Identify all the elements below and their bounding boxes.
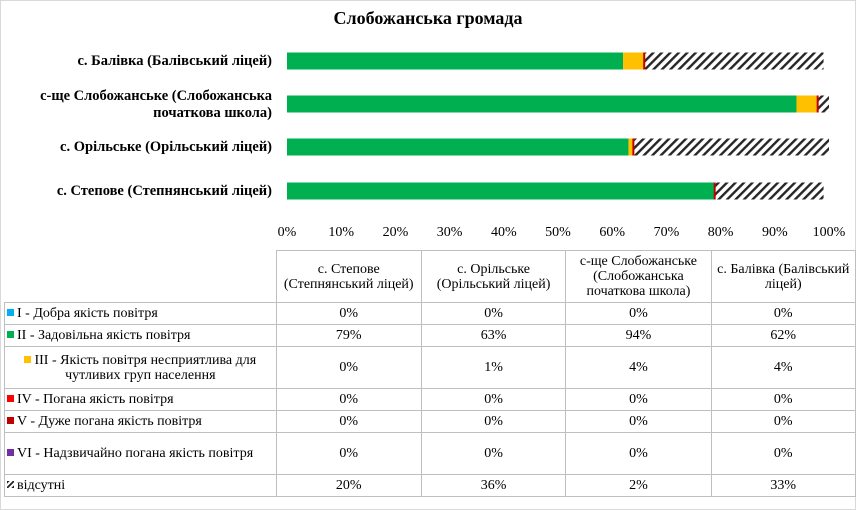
legend-entry: II - Задовільна якість повітря bbox=[4, 324, 277, 347]
table-cell: 0% bbox=[420, 388, 567, 411]
table-row: I - Добра якість повітря 0% 0% 0% 0% bbox=[4, 302, 856, 325]
table-column-header: с. Орільське (Орільський ліцей) bbox=[420, 250, 567, 303]
table-cell: 20% bbox=[275, 474, 422, 497]
legend-label: відсутні bbox=[17, 478, 66, 493]
table-column-header: с-ще Слобожанське (Слобожанська початков… bbox=[565, 250, 712, 303]
bar-segment-3-6 bbox=[715, 182, 824, 200]
table-column-header: с. Балівка (Балівський ліцей) bbox=[710, 250, 856, 303]
bar-segment-3-1 bbox=[287, 182, 716, 200]
table-cell: 0% bbox=[275, 410, 422, 433]
table-cell: 0% bbox=[275, 388, 422, 411]
bar-segment-1-6 bbox=[818, 95, 829, 113]
table-cell: 63% bbox=[420, 324, 567, 347]
bar-segment-1-2 bbox=[796, 95, 819, 113]
table-row: відсутні 20% 36% 2% 33% bbox=[4, 474, 856, 497]
table-cell: 79% bbox=[275, 324, 422, 347]
x-tick-label: 10% bbox=[328, 225, 354, 240]
bar-segment-2-1 bbox=[287, 138, 629, 156]
legend-entry: IV - Погана якість повітря bbox=[4, 388, 277, 411]
bar-segment-2-2 bbox=[628, 138, 634, 156]
category-label: с. Орільське (Орільський ліцей) bbox=[60, 139, 272, 155]
table-cell: 36% bbox=[420, 474, 567, 497]
table-cell: 0% bbox=[565, 388, 712, 411]
legend-entry: I - Добра якість повітря bbox=[4, 302, 277, 325]
table-cell: 4% bbox=[565, 346, 712, 389]
table-row: V - Дуже погана якість повітря 0% 0% 0% 0% bbox=[4, 410, 856, 433]
table-row: IV - Погана якість повітря 0% 0% 0% 0% bbox=[4, 388, 856, 411]
legend-label: VI - Надзвичайно погана якість повітря bbox=[17, 446, 254, 461]
x-tick-label: 80% bbox=[708, 225, 734, 240]
category-label: с-ще Слобожанське (Слобожанська початков… bbox=[40, 88, 272, 121]
data-table: с. Степове (Степнянський ліцей) с. Орільс… bbox=[4, 250, 856, 497]
legend-entry: відсутні bbox=[4, 474, 277, 497]
bar-segment-2-6 bbox=[633, 138, 829, 156]
bar-boundary-1 bbox=[816, 95, 819, 113]
x-tick-label: 0% bbox=[278, 225, 297, 240]
table-cell: 0% bbox=[710, 410, 856, 433]
table-corner bbox=[4, 250, 277, 303]
x-axis-ticks: 0% 10% 20% 30% 40% 50% 60% 70% 80% 90% 100% bbox=[278, 225, 846, 240]
legend-label: III - Якість повітря несприятлива для чу… bbox=[34, 352, 257, 383]
x-tick-label: 30% bbox=[437, 225, 463, 240]
bars-layer bbox=[287, 52, 829, 200]
table-cell: 94% bbox=[565, 324, 712, 347]
table-cell: 0% bbox=[275, 432, 422, 475]
legend-label: V - Дуже погана якість повітря bbox=[17, 414, 202, 429]
table-cell: 0% bbox=[565, 302, 712, 325]
legend-label: I - Добра якість повітря bbox=[17, 306, 158, 321]
table-cell: 4% bbox=[710, 346, 856, 389]
bar-segment-0-1 bbox=[287, 52, 624, 70]
legend-label: IV - Погана якість повітря bbox=[17, 392, 174, 407]
table-row: III - Якість повітря несприятлива для чу… bbox=[4, 346, 856, 389]
table-cell: 0% bbox=[710, 388, 856, 411]
legend-key bbox=[7, 481, 14, 488]
table-cell: 2% bbox=[565, 474, 712, 497]
table-cell: 1% bbox=[420, 346, 567, 389]
legend-key bbox=[7, 449, 14, 456]
bar-boundary-3 bbox=[713, 182, 716, 200]
table-cell: 0% bbox=[710, 432, 856, 475]
legend-key bbox=[7, 395, 14, 402]
x-tick-label: 20% bbox=[383, 225, 409, 240]
table-cell: 0% bbox=[420, 432, 567, 475]
legend-key bbox=[7, 331, 14, 338]
x-tick-label: 70% bbox=[654, 225, 680, 240]
legend-key bbox=[7, 417, 14, 424]
plot-area: 0% 10% 20% 30% 40% 50% 60% 70% 80% 90% 100% bbox=[278, 52, 846, 240]
legend-label: II - Задовільна якість повітря bbox=[17, 328, 191, 343]
bar-boundary-2 bbox=[632, 138, 635, 156]
legend-entry: VI - Надзвичайно погана якість повітря bbox=[4, 432, 277, 475]
legend-key bbox=[24, 355, 32, 363]
x-tick-label: 40% bbox=[491, 225, 517, 240]
table-cell: 62% bbox=[710, 324, 856, 347]
table-cell: 0% bbox=[420, 410, 567, 433]
legend-entry: V - Дуже погана якість повітря bbox=[4, 410, 277, 433]
table-row: VI - Надзвичайно погана якість повітря 0%… bbox=[4, 432, 856, 475]
table-cell: 0% bbox=[565, 410, 712, 433]
table-cell: 0% bbox=[275, 302, 422, 325]
bar-segment-0-6 bbox=[644, 52, 824, 70]
table-cell: 33% bbox=[710, 474, 856, 497]
bar-segment-1-1 bbox=[287, 95, 797, 113]
table-cell: 0% bbox=[710, 302, 856, 325]
table-column-header: с. Степове (Степнянський ліцей) bbox=[275, 250, 422, 303]
x-tick-label: 60% bbox=[599, 225, 625, 240]
table-row: II - Задовільна якість повітря 79% 63% 94% 6… bbox=[4, 324, 856, 347]
legend-entry: III - Якість повітря несприятлива для чу… bbox=[4, 346, 277, 389]
category-label: с. Балівка (Балівський ліцей) bbox=[77, 53, 272, 69]
table-cell: 0% bbox=[275, 346, 422, 389]
table-cell: 0% bbox=[565, 432, 712, 475]
category-label: с. Степове (Степнянський ліцей) bbox=[56, 183, 272, 199]
x-tick-label: 90% bbox=[762, 225, 788, 240]
chart-title: Слобожанська громада bbox=[333, 8, 523, 28]
bar-boundary-0 bbox=[643, 52, 646, 70]
bar-segment-0-2 bbox=[623, 52, 645, 70]
x-tick-label: 100% bbox=[813, 225, 846, 240]
legend-key bbox=[7, 309, 14, 316]
table-cell: 0% bbox=[420, 302, 567, 325]
x-tick-label: 50% bbox=[545, 225, 571, 240]
